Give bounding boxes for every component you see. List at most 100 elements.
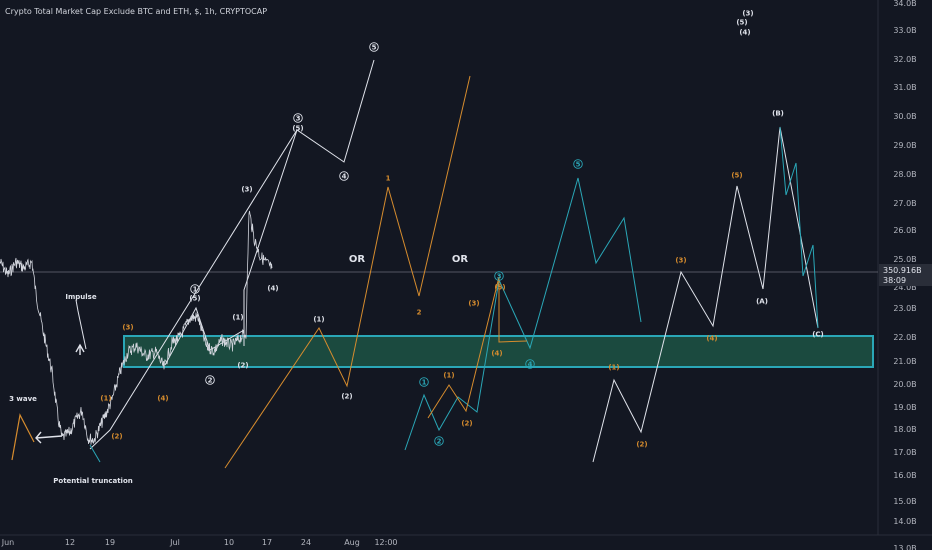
wave-label-ring — [293, 113, 303, 123]
wave-label-ring — [525, 359, 535, 369]
wave-label: (2) — [341, 393, 352, 401]
wave-label: 4 — [342, 173, 347, 181]
wave-label: 2 — [437, 438, 442, 446]
wave-label: 5 — [372, 44, 377, 52]
x-tick-label: 19 — [105, 538, 115, 547]
x-tick-label: 24 — [301, 538, 311, 547]
y-tick-label: 19.0B — [893, 403, 916, 412]
wave-label-ring — [190, 284, 200, 294]
wave-label: 1 — [422, 379, 427, 387]
wave-label: 3 — [296, 115, 301, 123]
wave-path — [11, 413, 35, 461]
wave-label: (A) — [756, 298, 768, 306]
price-tag-countdown: 38:09 — [883, 276, 906, 285]
y-tick-label: 32.0B — [893, 55, 916, 64]
arrow-up-icon — [75, 343, 85, 353]
wave-label: (1) — [443, 372, 454, 380]
wave-label-ring — [419, 377, 429, 387]
wave-path — [35, 435, 63, 439]
annotation-text: Impulse — [65, 293, 96, 301]
wave-path — [243, 129, 298, 346]
wave-label: (4) — [157, 395, 168, 403]
wave-label: (5) — [292, 125, 303, 133]
annotation-text: OR — [452, 254, 469, 265]
y-tick-label: 25.0B — [893, 255, 916, 264]
wave-path — [592, 126, 819, 463]
wave-path — [224, 75, 471, 469]
y-tick-label: 22.0B — [893, 333, 916, 342]
wave-label: 1 — [386, 175, 391, 183]
wave-label: (2) — [237, 362, 248, 370]
wave-label: 2 — [208, 377, 213, 385]
wave-label: (3) — [675, 257, 686, 265]
y-tick-label: 15.0B — [893, 497, 916, 506]
wave-label-ring — [339, 171, 349, 181]
y-tick-label: 14.0B — [893, 517, 916, 526]
y-tick-label: 16.0B — [893, 471, 916, 480]
wave-label: 5 — [576, 161, 581, 169]
annotation-text: 3 wave — [9, 395, 37, 403]
arrow-left-icon — [35, 431, 42, 444]
wave-label: (5) — [731, 172, 742, 180]
wave-label: (1) — [608, 364, 619, 372]
wave-labels: 53(5)4(3)1(5)(1)2(2)(4)(1)(2)(B)(A)(C)(3… — [9, 10, 824, 486]
x-tick-label: Jul — [169, 538, 180, 547]
wave-label: 2 — [417, 309, 422, 317]
x-tick-label: Jun — [1, 538, 15, 547]
y-tick-label: 20.0B — [893, 380, 916, 389]
wave-path — [75, 299, 87, 350]
wave-label: (3) — [468, 300, 479, 308]
y-tick-label: 23.0B — [893, 304, 916, 313]
wave-label: (3) — [122, 324, 133, 332]
wave-label: (1) — [100, 395, 111, 403]
x-tick-label: 10 — [224, 538, 234, 547]
wave-label: 1 — [193, 286, 198, 294]
wave-path — [89, 444, 101, 463]
wave-label-ring — [494, 271, 504, 281]
wave-path — [427, 276, 528, 419]
wave-label: (1) — [232, 314, 243, 322]
wave-label: (5) — [494, 284, 505, 292]
y-tick-label: 18.0B — [893, 425, 916, 434]
y-tick-label: 13.0B — [893, 544, 916, 550]
y-tick-label: 33.0B — [893, 26, 916, 35]
y-tick-label: 31.0B — [893, 83, 916, 92]
y-tick-label: 27.0B — [893, 199, 916, 208]
x-tick-label: 17 — [262, 538, 272, 547]
x-tick-label: 12 — [65, 538, 75, 547]
y-tick-label: 30.0B — [893, 112, 916, 121]
wave-label-ring — [205, 375, 215, 385]
annotation-text: Potential truncation — [53, 477, 133, 485]
wave-label: (C) — [812, 331, 824, 339]
price-tag — [879, 264, 932, 286]
wave-path — [164, 306, 245, 366]
y-tick-label: 26.0B — [893, 226, 916, 235]
wave-label: (4) — [267, 285, 278, 293]
wave-label: (4) — [706, 335, 717, 343]
wave-label: 4 — [528, 361, 533, 369]
wave-label: (1) — [313, 316, 324, 324]
wave-path — [779, 126, 819, 329]
wave-label: (2) — [636, 441, 647, 449]
x-tick-label: Aug — [344, 538, 360, 547]
wave-label-ring — [573, 159, 583, 169]
wave-label: (2) — [111, 433, 122, 441]
wave-label: (4) — [739, 29, 750, 37]
time-axis: Jun 12 19 Jul 10 17 24 Aug 12:00 — [1, 538, 398, 547]
wave-label: (3) — [742, 10, 753, 18]
wave-label: (3) — [241, 186, 252, 194]
y-tick-label: 29.0B — [893, 141, 916, 150]
price-axis: 34.0B 33.0B 32.0B 31.0B 30.0B 29.0B 28.0B 27.0B… — [893, 0, 916, 550]
annotation-text: OR — [349, 254, 366, 265]
y-tick-label: 17.0B — [893, 448, 916, 457]
y-tick-label: 28.0B — [893, 170, 916, 179]
y-tick-label: 24.0B — [893, 283, 916, 292]
wave-label: (5) — [189, 295, 200, 303]
price-tag-value: 350.916B — [883, 266, 922, 275]
wave-label: (5) — [736, 19, 747, 27]
wave-label: 3 — [497, 273, 502, 281]
wave-paths — [11, 59, 819, 469]
y-tick-label: 21.0B — [893, 357, 916, 366]
